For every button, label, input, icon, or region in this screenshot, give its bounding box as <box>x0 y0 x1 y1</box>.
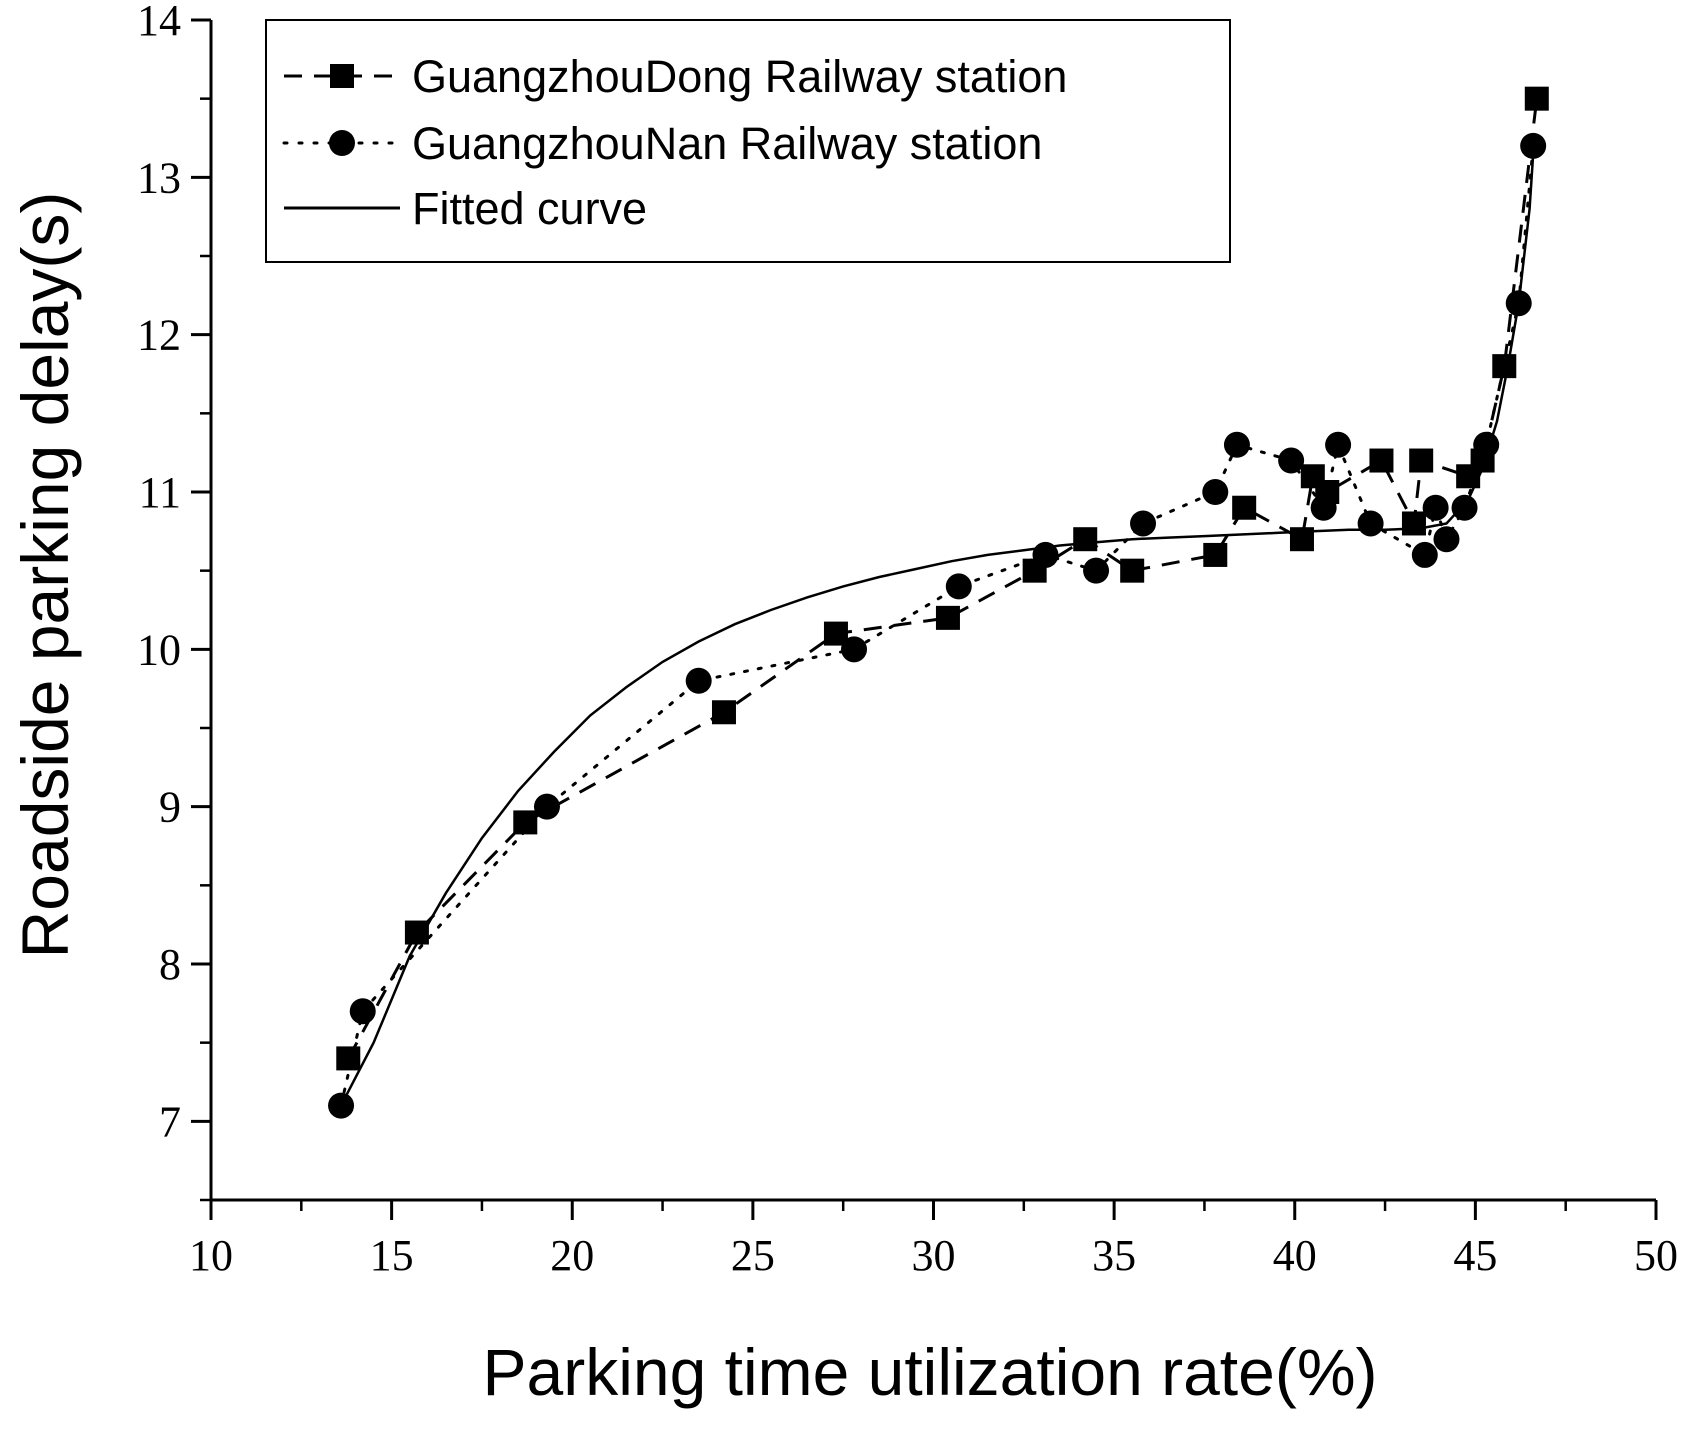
guangzhounan-point-17 <box>1433 526 1460 553</box>
legend-label-fitted-curve: Fitted curve <box>412 183 647 234</box>
x-tick-label-15: 15 <box>370 1231 414 1280</box>
x-tick-label-25: 25 <box>731 1231 775 1280</box>
guangzhounan-point-4 <box>841 636 868 663</box>
guangzhoudong-point-14 <box>1369 448 1394 473</box>
legend-label-guangzhoudong: GuangzhouDong Railway station <box>412 51 1067 102</box>
guangzhoudong-point-0 <box>336 1046 361 1071</box>
guangzhoudong-point-3 <box>711 700 736 725</box>
axes <box>191 18 1658 1220</box>
guangzhoudong-point-2 <box>513 810 538 835</box>
legend-marker-guangzhounan <box>329 130 355 156</box>
y-tick-label-14: 14 <box>137 0 181 45</box>
guangzhounan-point-11 <box>1278 447 1305 474</box>
legend: GuangzhouDong Railway station GuangzhouN… <box>265 19 1231 263</box>
legend-label-guangzhounan: GuangzhouNan Railway station <box>412 118 1042 169</box>
guangzhounan-point-16 <box>1422 494 1449 521</box>
guangzhoudong-point-11 <box>1289 527 1314 552</box>
guangzhoudong-point-19 <box>1492 354 1517 379</box>
y-tick-label-10: 10 <box>137 625 181 674</box>
guangzhounan-point-19 <box>1473 431 1500 458</box>
series-line-1 <box>339 144 1535 1108</box>
y-tick-label-12: 12 <box>137 311 181 360</box>
guangzhounan-point-3 <box>685 667 712 694</box>
guangzhounan-point-13 <box>1325 431 1352 458</box>
guangzhoudong-point-8 <box>1120 558 1145 583</box>
guangzhounan-point-5 <box>945 573 972 600</box>
y-tick-label-9: 9 <box>159 783 181 832</box>
tick-labels: 10 15 20 25 30 35 40 45 50 7 8 9 10 11 12 13 14 <box>137 0 1678 1280</box>
guangzhounan-point-18 <box>1451 494 1478 521</box>
guangzhoudong-point-5 <box>935 605 960 630</box>
y-axis-title: Roadside parking delay(s) <box>8 192 82 959</box>
guangzhounan-point-6 <box>1032 541 1059 568</box>
guangzhounan-point-8 <box>1130 510 1157 537</box>
x-tick-label-20: 20 <box>550 1231 594 1280</box>
guangzhoudong-point-20 <box>1524 86 1549 111</box>
x-tick-label-50: 50 <box>1634 1231 1678 1280</box>
x-tick-label-30: 30 <box>912 1231 956 1280</box>
legend-box <box>265 19 1231 263</box>
guangzhounan-point-12 <box>1310 494 1337 521</box>
guangzhoudong-point-15 <box>1401 511 1426 536</box>
y-tick-label-7: 7 <box>159 1097 181 1146</box>
plot-markers <box>328 86 1549 1119</box>
guangzhounan-point-7 <box>1083 557 1110 584</box>
legend-marker-guangzhoudong <box>330 64 354 88</box>
y-tick-label-11: 11 <box>139 468 181 517</box>
x-tick-label-40: 40 <box>1273 1231 1317 1280</box>
x-tick-label-10: 10 <box>189 1231 233 1280</box>
y-tick-label-13: 13 <box>137 153 181 202</box>
guangzhoudong-point-7 <box>1073 527 1098 552</box>
guangzhounan-point-20 <box>1505 290 1532 317</box>
guangzhoudong-point-10 <box>1232 495 1257 520</box>
guangzhoudong-point-16 <box>1409 448 1434 473</box>
guangzhounan-point-14 <box>1357 510 1384 537</box>
series-line-0 <box>346 98 1539 1060</box>
guangzhounan-point-9 <box>1202 479 1229 505</box>
guangzhounan-point-21 <box>1520 132 1547 159</box>
guangzhounan-point-2 <box>533 793 560 820</box>
x-axis-title: Parking time utilization rate(%) <box>483 1335 1378 1409</box>
x-tick-label-45: 45 <box>1453 1231 1497 1280</box>
guangzhoudong-point-1 <box>404 920 429 945</box>
guangzhounan-point-15 <box>1411 541 1438 568</box>
y-tick-label-8: 8 <box>159 940 181 989</box>
guangzhounan-point-0 <box>328 1092 355 1119</box>
guangzhounan-point-1 <box>349 998 376 1025</box>
guangzhounan-point-10 <box>1223 431 1250 458</box>
x-tick-label-35: 35 <box>1092 1231 1136 1280</box>
guangzhoudong-point-9 <box>1203 542 1228 567</box>
